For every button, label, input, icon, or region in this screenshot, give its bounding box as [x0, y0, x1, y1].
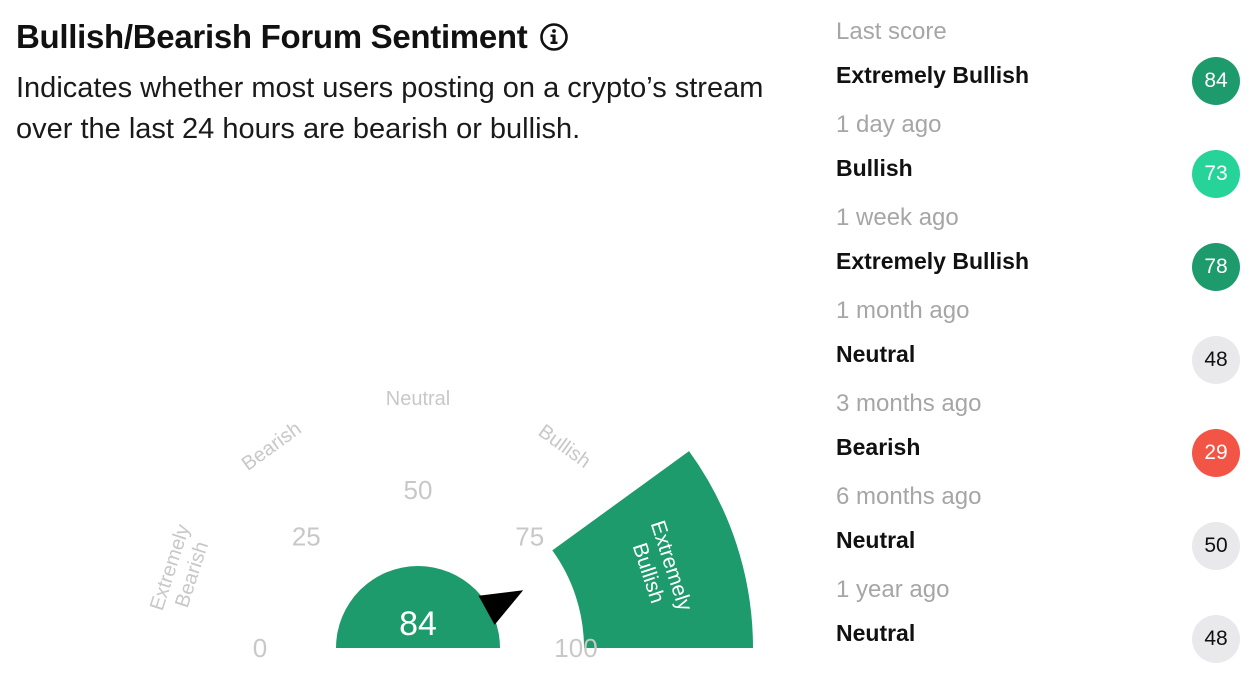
score-badge: 29 [1192, 429, 1240, 477]
page-title: Bullish/Bearish Forum Sentiment [16, 18, 528, 55]
title-row: Bullish/Bearish Forum Sentiment [16, 18, 569, 56]
history-item: 1 day ago Bullish 73 [836, 107, 1240, 200]
history-timeframe: Last score [836, 18, 947, 45]
history-item: 1 year ago Neutral 48 [836, 572, 1240, 665]
score-badge: 73 [1192, 150, 1240, 198]
history-item: 6 months ago Neutral 50 [836, 479, 1240, 572]
gauge-tick-label: 0 [253, 633, 267, 663]
score-badge: 84 [1192, 57, 1240, 105]
history-item: 3 months ago Bearish 29 [836, 386, 1240, 479]
history-timeframe: 1 day ago [836, 111, 942, 138]
score-history-list: Last score Extremely Bullish 84 1 day ago Bu… [836, 14, 1240, 665]
history-timeframe: 1 week ago [836, 204, 959, 231]
gauge-center-disc [336, 566, 500, 648]
gauge-tick-label: 75 [515, 521, 544, 551]
info-circle-icon[interactable] [539, 22, 569, 52]
gauge-tick-label: 50 [404, 475, 433, 505]
gauge-active-zone [552, 451, 753, 648]
gauge-value-label: 84 [399, 605, 437, 643]
history-sentiment-label: Bullish [836, 155, 913, 181]
score-badge: 78 [1192, 243, 1240, 291]
gauge-tick-label: 25 [292, 521, 321, 551]
history-sentiment-label: Extremely Bullish [836, 62, 1030, 88]
gauge-tick-label: 100 [554, 633, 597, 663]
score-badge: 48 [1192, 615, 1240, 663]
history-item: Last score Extremely Bullish 84 [836, 14, 1240, 107]
history-sentiment-label: Extremely Bullish [836, 248, 1030, 274]
history-timeframe: 1 year ago [836, 576, 950, 603]
page-description: Indicates whether most users posting on … [16, 72, 764, 145]
history-sentiment-label: Bearish [836, 434, 921, 460]
score-badge: 50 [1192, 522, 1240, 570]
sentiment-gauge: 840255075100ExtremelyBearishBearishNeutr… [146, 388, 753, 663]
gauge-zone-label: Bullish [534, 420, 595, 472]
history-timeframe: 3 months ago [836, 390, 982, 417]
gauge-zone-label: Bearish [238, 418, 306, 476]
gauge-needle [478, 590, 524, 625]
history-item: 1 month ago Neutral 48 [836, 293, 1240, 386]
history-sentiment-label: Neutral [836, 341, 916, 367]
history-sentiment-label: Neutral [836, 527, 916, 553]
history-sentiment-label: Neutral [836, 620, 916, 646]
score-badge: 48 [1192, 336, 1240, 384]
history-timeframe: 6 months ago [836, 483, 982, 510]
history-item: 1 week ago Extremely Bullish 78 [836, 200, 1240, 293]
gauge-zone-label: Neutral [386, 388, 450, 410]
history-timeframe: 1 month ago [836, 297, 970, 324]
